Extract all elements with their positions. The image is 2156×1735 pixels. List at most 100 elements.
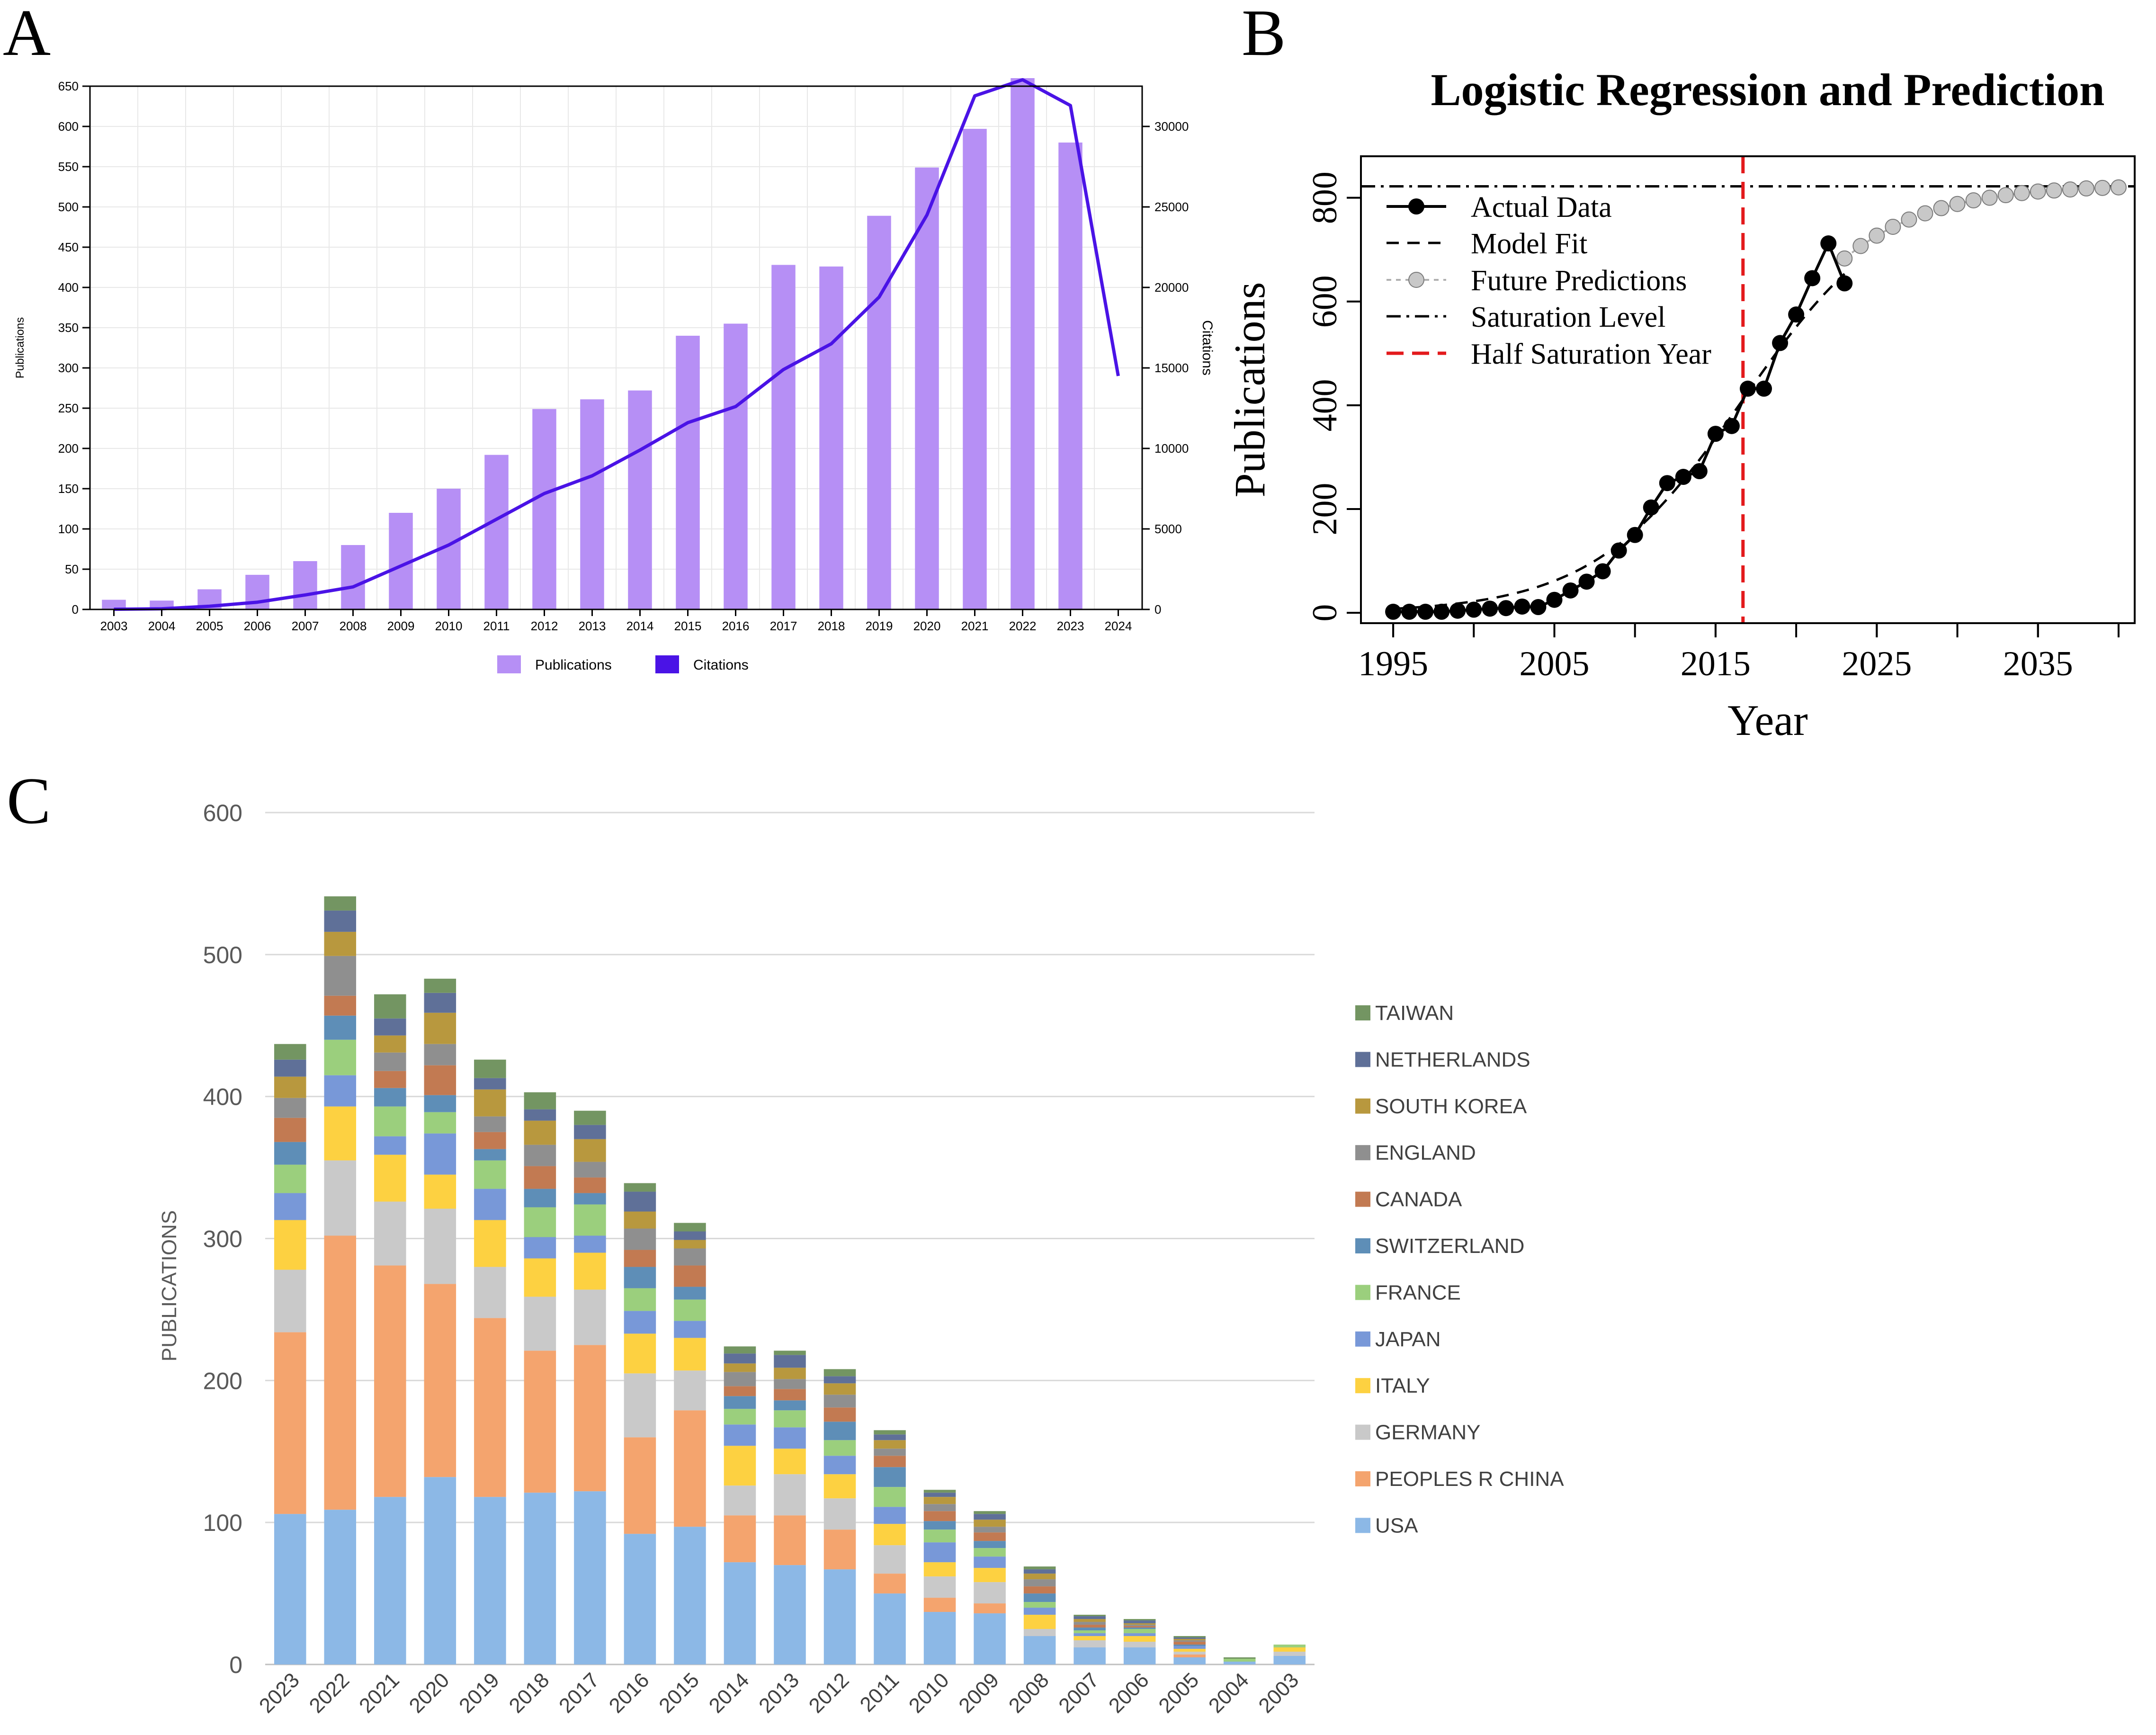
legend-swatch <box>1355 1331 1370 1347</box>
x-tick-label: 2035 <box>2003 644 2073 683</box>
stacked-bar-segment <box>424 1477 456 1664</box>
stacked-bar-segment <box>1074 1633 1106 1637</box>
stacked-bar-segment <box>524 1145 556 1166</box>
future-prediction-point <box>1997 187 2014 204</box>
x-tick-label: 2023 <box>1057 619 1084 633</box>
legend-label: ITALY <box>1375 1374 1430 1397</box>
stacked-bar-segment <box>774 1427 806 1449</box>
stacked-bar-segment <box>474 1116 506 1132</box>
stacked-bar-segment <box>524 1109 556 1121</box>
stacked-bar-segment <box>524 1166 556 1189</box>
stacked-bar-segment <box>574 1177 606 1193</box>
stacked-bar-segment <box>574 1491 606 1664</box>
legend-label-saturation: Saturation Level <box>1471 301 1665 333</box>
stacked-bar-segment <box>324 1235 357 1510</box>
stacked-bar-segment <box>974 1520 1006 1527</box>
y-axis-label: Publications <box>1226 282 1274 498</box>
stacked-bar-segment <box>1273 1645 1306 1648</box>
stacked-bar-segment <box>374 1497 406 1664</box>
stacked-bar-segment <box>923 1521 956 1530</box>
stacked-bar-segment <box>624 1228 656 1250</box>
stacked-bar-segment <box>624 1267 656 1288</box>
stacked-bar-segment <box>724 1424 756 1446</box>
plot-frame-b <box>1360 155 2136 624</box>
stacked-bar-segment <box>874 1487 906 1507</box>
stacked-bar-segment <box>524 1350 556 1493</box>
actual-data-point <box>1530 599 1547 616</box>
actual-data-point <box>1514 598 1530 615</box>
stacked-bar-segment <box>1023 1629 1056 1637</box>
stacked-bar-segment <box>874 1430 906 1435</box>
x-tick-label: 2018 <box>505 1668 554 1717</box>
legend-swatch <box>1355 1098 1370 1114</box>
publications-bar <box>819 266 843 609</box>
stacked-bar-segment <box>374 1088 406 1107</box>
stacked-bar-segment <box>923 1497 956 1504</box>
stacked-bar-segment <box>1074 1615 1106 1617</box>
future-prediction-point <box>2094 179 2111 196</box>
stacked-bar-segment <box>274 1118 306 1142</box>
stacked-bar-segment <box>574 1252 606 1290</box>
stacked-bar-segment <box>274 1220 306 1270</box>
stacked-bar-segment <box>974 1556 1006 1568</box>
stacked-bar-segment <box>374 994 406 1019</box>
stacked-bar-segment <box>774 1368 806 1379</box>
x-tick-label: 1995 <box>1358 644 1428 683</box>
actual-data-point <box>1788 306 1805 323</box>
stacked-bar-segment <box>474 1497 506 1664</box>
legend-swatch <box>1355 1238 1370 1253</box>
stacked-bar-segment <box>424 978 456 993</box>
stacked-bar-segment <box>1173 1655 1206 1658</box>
stacked-bar-segment <box>1123 1636 1156 1642</box>
stacked-bar-segment <box>923 1504 956 1511</box>
stacked-bar-segment <box>674 1321 706 1338</box>
publications-bar <box>771 265 796 609</box>
stacked-bar-segment <box>574 1345 606 1492</box>
x-tick-label: 2007 <box>292 619 319 633</box>
stacked-bar-segment <box>923 1493 956 1497</box>
actual-data-point <box>1659 475 1675 492</box>
publications-bar <box>628 390 652 609</box>
stacked-bar-segment <box>674 1338 706 1371</box>
stacked-bar-segment <box>1074 1628 1106 1631</box>
y-tick-label-left: 450 <box>58 240 79 254</box>
legend-label: ENGLAND <box>1375 1141 1476 1164</box>
stacked-bar-segment <box>424 1095 456 1112</box>
stacked-bar-segment <box>574 1193 606 1205</box>
y-tick-label-left: 150 <box>58 482 79 496</box>
future-prediction-point <box>1852 238 1869 254</box>
stacked-bar-segment <box>1173 1636 1206 1638</box>
chart-a-publications-citations: 0 50 100 150 200 250 300 350 400 450 500 550 600 650 0… <box>14 78 1215 673</box>
actual-data-point <box>1804 270 1821 286</box>
x-tick-label: 2017 <box>770 619 797 633</box>
y-tick-label-left: 650 <box>58 79 79 93</box>
actual-data-point <box>1594 563 1611 580</box>
publications-bar <box>102 599 126 609</box>
y-axis-label-right: Citations <box>1199 320 1215 376</box>
x-tick-label: 2014 <box>705 1668 754 1717</box>
x-tick-label: 2019 <box>455 1668 504 1717</box>
stacked-bar-segment <box>324 931 357 956</box>
stacked-bar-segment <box>674 1287 706 1300</box>
y-tick-label-left: 300 <box>58 361 79 375</box>
x-tick-label: 2015 <box>1681 644 1751 683</box>
future-prediction-point <box>1836 250 1853 267</box>
stacked-bar-segment <box>474 1132 506 1149</box>
x-tick-label: 2024 <box>1105 619 1132 633</box>
x-tick-label: 2021 <box>961 619 989 633</box>
x-tick-label: 2013 <box>579 619 606 633</box>
actual-data-point <box>1546 591 1563 608</box>
x-tick-label: 2012 <box>805 1668 854 1717</box>
legend-swatch <box>1355 1145 1370 1161</box>
stacked-bar-segment <box>774 1565 806 1664</box>
x-tick-label: 2022 <box>304 1668 354 1717</box>
y-tick-label-right: 10000 <box>1154 441 1189 456</box>
stacked-bar-segment <box>874 1524 906 1546</box>
x-tick-label: 2005 <box>196 619 224 633</box>
stacked-bar-segment <box>374 1035 406 1053</box>
legend-swatch <box>1355 1005 1370 1020</box>
stacked-bar-segment <box>1074 1636 1106 1641</box>
stacked-bar-segment <box>524 1207 556 1237</box>
actual-data-point <box>1772 335 1789 351</box>
x-tick-label: 2008 <box>1004 1668 1054 1717</box>
